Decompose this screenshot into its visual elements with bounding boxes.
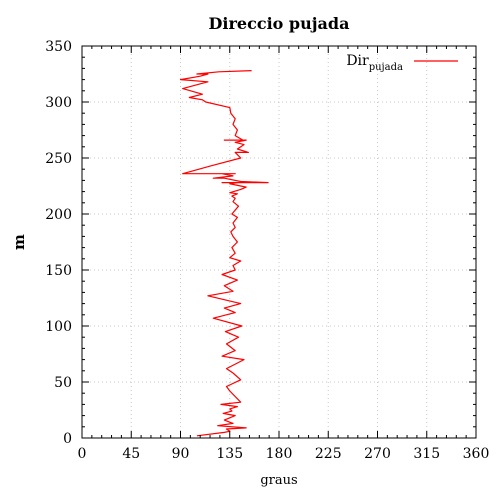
chart-title: Direccio pujada <box>209 14 350 33</box>
y-axis-label: m <box>10 234 28 250</box>
y-tick-label: 50 <box>54 375 72 391</box>
x-tick-labels: 0 45 90 135 180 225 270 315 360 <box>78 446 490 462</box>
y-tick-label: 0 <box>63 431 72 447</box>
y-tick-label: 250 <box>45 151 72 167</box>
x-tick-label: 45 <box>122 446 140 462</box>
y-tick-label: 100 <box>45 319 72 335</box>
legend: Dirpujada <box>346 53 458 73</box>
x-tick-label: 90 <box>172 446 190 462</box>
x-tick-label: 0 <box>78 446 87 462</box>
y-tick-label: 200 <box>45 207 72 223</box>
legend-series-name: Dir <box>346 53 369 69</box>
x-tick-label: 135 <box>216 446 243 462</box>
x-axis-label: graus <box>260 473 297 488</box>
legend-series-subscript: pujada <box>369 62 403 73</box>
series-layer <box>179 70 269 437</box>
x-tick-label: 225 <box>315 446 342 462</box>
x-tick-label: 315 <box>413 446 440 462</box>
y-tick-labels: 0 50 100 150 200 250 300 350 <box>45 39 72 447</box>
grid <box>82 46 476 438</box>
y-tick-label: 300 <box>45 95 72 111</box>
y-tick-label: 150 <box>45 263 72 279</box>
legend-entry-label: Dirpujada <box>346 53 403 73</box>
y-tick-label: 350 <box>45 39 72 55</box>
ticks <box>81 45 477 439</box>
series-line-dir-pujada <box>179 70 269 437</box>
x-tick-label: 180 <box>266 446 293 462</box>
x-tick-label: 360 <box>463 446 490 462</box>
x-tick-label: 270 <box>364 446 391 462</box>
